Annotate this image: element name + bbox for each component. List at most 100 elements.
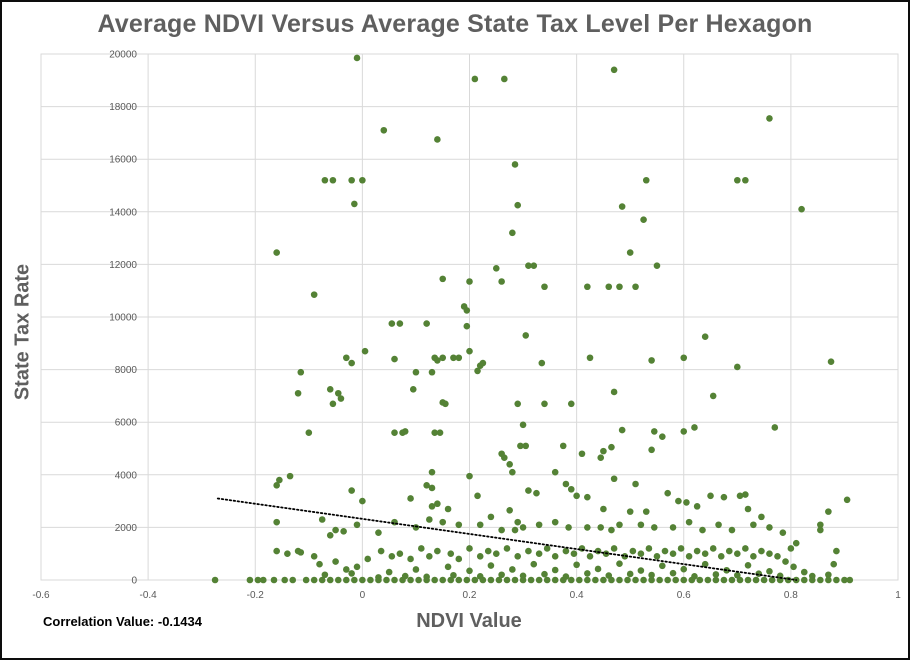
data-point <box>659 562 666 570</box>
data-point <box>455 576 463 584</box>
data-point <box>685 553 693 560</box>
data-point <box>626 249 634 256</box>
data-point <box>653 553 661 560</box>
data-point <box>551 468 559 476</box>
data-point <box>310 291 318 298</box>
data-point <box>584 524 591 531</box>
data-point <box>466 472 473 480</box>
data-point <box>707 492 714 500</box>
data-point <box>597 454 605 462</box>
data-point <box>750 553 757 560</box>
data-point <box>426 516 433 523</box>
data-point <box>720 493 728 501</box>
data-point <box>610 388 618 396</box>
data-point <box>680 428 688 435</box>
data-point <box>605 283 613 291</box>
data-point <box>798 205 805 213</box>
data-point <box>728 526 736 534</box>
data-point <box>661 547 669 555</box>
data-point <box>693 503 701 510</box>
x-tick-label: 1 <box>895 590 901 601</box>
data-point <box>495 576 503 584</box>
data-point <box>817 576 824 584</box>
data-point <box>771 424 779 431</box>
data-point <box>626 508 634 515</box>
data-point <box>434 547 441 555</box>
data-point <box>423 482 430 489</box>
data-point <box>709 545 717 552</box>
data-point <box>310 553 318 560</box>
data-point <box>517 442 524 450</box>
data-point <box>334 389 342 397</box>
data-point <box>551 553 559 560</box>
data-point <box>541 283 548 291</box>
data-point <box>289 576 297 584</box>
data-point <box>305 429 313 437</box>
data-point <box>506 460 513 468</box>
data-point <box>717 553 725 560</box>
data-point <box>310 576 318 584</box>
data-point <box>656 576 663 584</box>
data-point <box>492 550 500 557</box>
data-point <box>650 428 658 435</box>
data-point <box>391 576 398 584</box>
data-point <box>677 545 685 552</box>
data-point <box>624 576 631 584</box>
data-point <box>530 560 538 568</box>
data-point <box>618 203 626 210</box>
data-point <box>809 576 816 584</box>
data-point <box>246 576 254 584</box>
data-point <box>621 553 629 560</box>
data-point <box>642 176 650 184</box>
chart-title: Average NDVI Versus Average State Tax Le… <box>97 10 813 38</box>
data-point <box>846 576 854 584</box>
data-point <box>426 553 433 560</box>
data-point <box>774 553 781 560</box>
data-point <box>519 572 527 580</box>
data-point <box>377 547 385 555</box>
data-point <box>409 386 417 393</box>
data-point <box>562 573 570 580</box>
data-point <box>645 545 653 552</box>
data-point <box>514 400 522 408</box>
data-point <box>685 518 693 526</box>
data-point <box>541 400 548 408</box>
data-point <box>648 446 655 454</box>
data-point <box>664 489 671 497</box>
data-point <box>509 468 516 476</box>
data-point <box>492 265 500 272</box>
data-point <box>680 576 688 584</box>
data-point <box>284 550 291 557</box>
data-point <box>559 442 567 450</box>
data-point <box>565 524 572 531</box>
data-point <box>669 569 677 577</box>
x-axis-title: NDVI Value <box>416 610 522 632</box>
data-point <box>463 576 471 584</box>
data-point <box>455 555 463 563</box>
data-point <box>758 513 765 521</box>
data-point <box>439 275 447 283</box>
data-point <box>715 521 722 529</box>
data-point <box>600 505 607 513</box>
data-point <box>396 550 404 557</box>
data-point <box>592 576 599 584</box>
data-point <box>825 576 832 584</box>
data-point <box>401 572 409 580</box>
data-point <box>348 487 355 494</box>
data-point <box>326 386 334 393</box>
data-point <box>297 549 305 556</box>
data-point <box>211 576 219 584</box>
y-tick-label: 10000 <box>109 313 137 324</box>
data-point <box>632 576 639 584</box>
data-point <box>827 358 835 366</box>
data-point <box>431 429 438 437</box>
data-point <box>642 508 650 515</box>
data-point <box>474 492 481 500</box>
data-point <box>423 320 430 327</box>
data-point <box>833 547 840 555</box>
data-point <box>431 576 438 584</box>
data-point <box>361 347 369 355</box>
data-point <box>359 497 366 505</box>
data-point <box>728 576 736 584</box>
data-point <box>693 547 701 555</box>
